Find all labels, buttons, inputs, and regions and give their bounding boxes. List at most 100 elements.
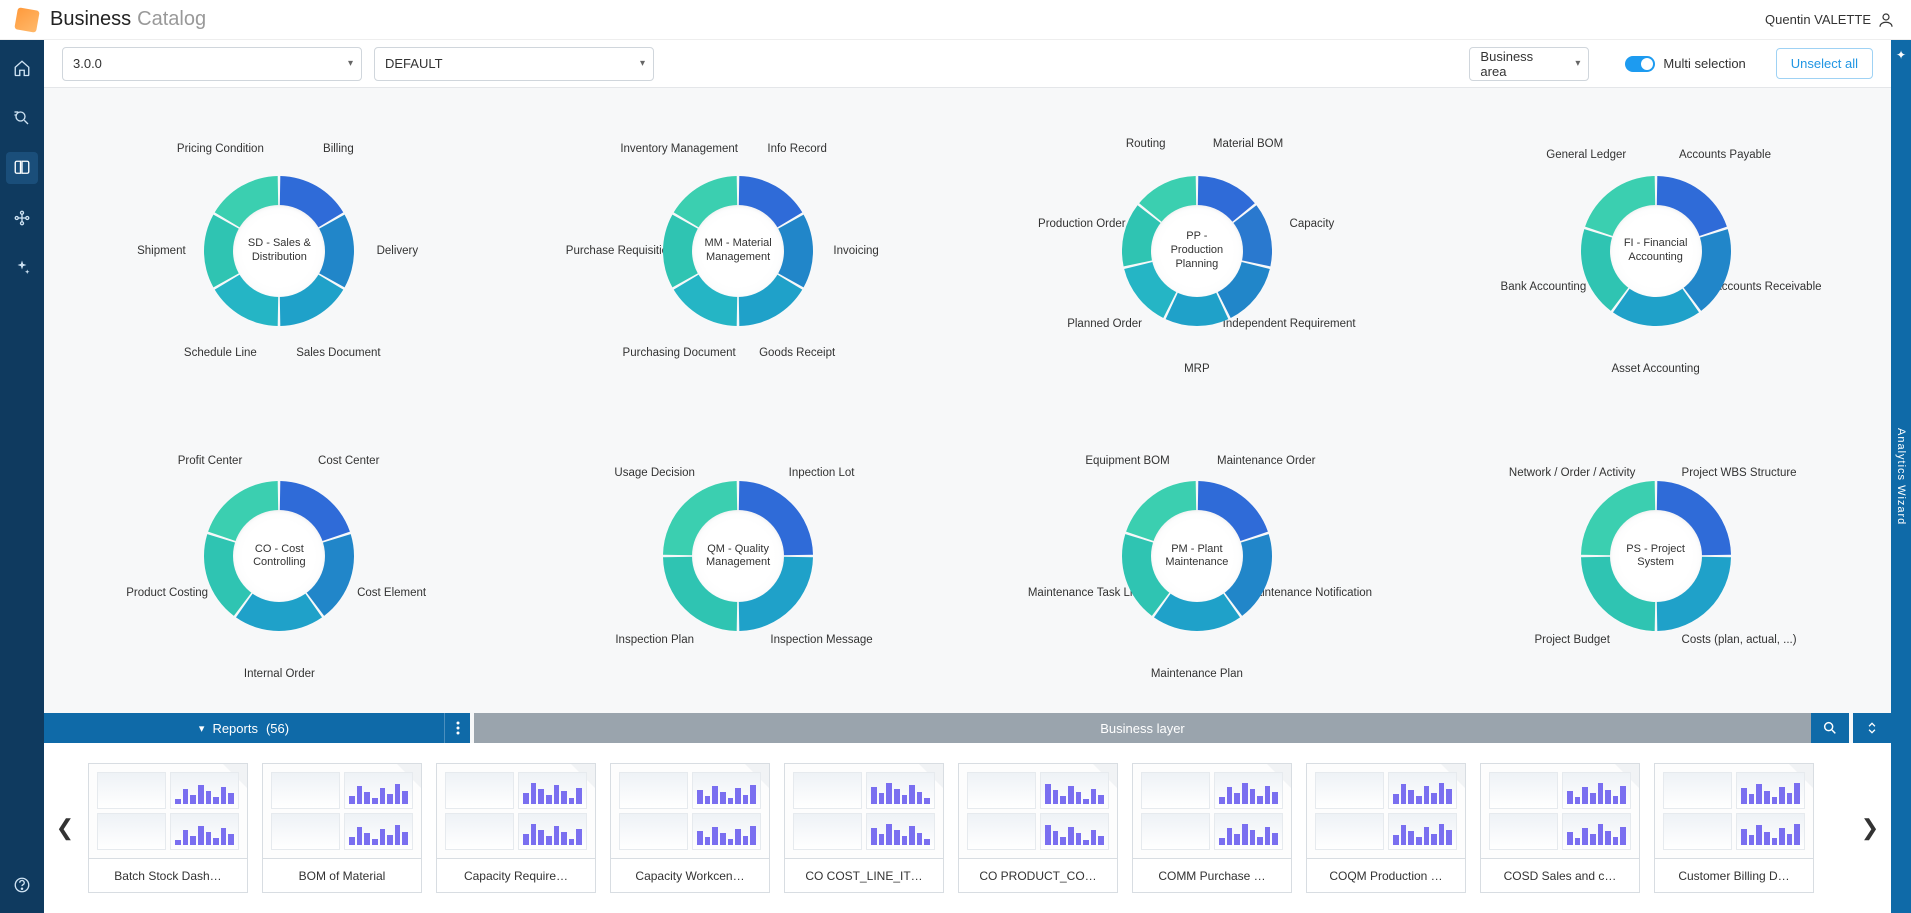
segment-label: Project Budget bbox=[1534, 634, 1609, 646]
title-catalog: Catalog bbox=[137, 8, 206, 31]
module-grid: BillingDeliverySales DocumentSchedule Li… bbox=[44, 88, 1891, 713]
nav-graph-icon[interactable] bbox=[6, 202, 38, 234]
module-pp: Material BOMCapacityIndependent Requirem… bbox=[968, 98, 1427, 404]
chevron-down-icon: ▾ bbox=[348, 58, 353, 69]
segment-label: Inpection Lot bbox=[789, 467, 855, 479]
default-value: DEFAULT bbox=[385, 56, 443, 71]
report-title: CO PRODUCT_CO… bbox=[958, 859, 1118, 893]
report-title: BOM of Material bbox=[262, 859, 422, 893]
reports-strip: ❮ Batch Stock Dash… BOM of Material Capaci… bbox=[44, 743, 1891, 913]
segment-label: Inspection Plan bbox=[615, 634, 694, 646]
nav-search-icon[interactable] bbox=[6, 102, 38, 134]
module-center-label: PP - Production Planning bbox=[1151, 205, 1243, 297]
report-card[interactable]: CO PRODUCT_CO… bbox=[958, 763, 1118, 893]
report-thumbnail bbox=[958, 763, 1118, 859]
report-thumbnail bbox=[1654, 763, 1814, 859]
module-pm: Maintenance OrderMaintenance Notificatio… bbox=[968, 404, 1427, 710]
nav-help-icon[interactable] bbox=[6, 869, 38, 901]
user-name: Quentin VALETTE bbox=[1765, 12, 1871, 27]
report-card[interactable]: COQM Production … bbox=[1306, 763, 1466, 893]
segment-label: Profit Center bbox=[178, 455, 243, 467]
unselect-all-button[interactable]: Unselect all bbox=[1776, 48, 1873, 79]
segment-label: Pricing Condition bbox=[177, 143, 264, 155]
segment-label: Asset Accounting bbox=[1612, 363, 1700, 375]
module-center-label: QM - Quality Management bbox=[692, 510, 784, 602]
report-card[interactable]: Customer Billing D… bbox=[1654, 763, 1814, 893]
report-title: CO COST_LINE_IT… bbox=[784, 859, 944, 893]
report-title: COSD Sales and c… bbox=[1480, 859, 1640, 893]
toggle-switch[interactable] bbox=[1625, 56, 1655, 72]
segment-label: Equipment BOM bbox=[1085, 455, 1169, 467]
segment-label: Accounts Payable bbox=[1679, 149, 1771, 161]
chevron-down-icon: ▾ bbox=[640, 58, 645, 69]
segment-label: Cost Element bbox=[357, 587, 426, 599]
area-value: Business area bbox=[1480, 49, 1560, 79]
module-center-label: MM - Material Management bbox=[692, 205, 784, 297]
report-thumbnail bbox=[436, 763, 596, 859]
default-select[interactable]: DEFAULT ▾ bbox=[374, 47, 654, 81]
version-select[interactable]: 3.0.0 ▾ bbox=[62, 47, 362, 81]
nav-sparkle-icon[interactable] bbox=[6, 252, 38, 284]
segment-label: Material BOM bbox=[1213, 138, 1283, 150]
segment-label: Internal Order bbox=[244, 668, 315, 680]
tab-layer-label: Business layer bbox=[1100, 721, 1185, 736]
report-card[interactable]: BOM of Material bbox=[262, 763, 422, 893]
segment-label: Purchase Requisition bbox=[566, 245, 675, 257]
rightrail-label: Analytics Wizard bbox=[1895, 428, 1907, 525]
app-logo bbox=[14, 7, 39, 32]
tab-business-layer[interactable]: Business layer bbox=[474, 713, 1811, 743]
analytics-wizard-rail[interactable]: ✦ Analytics Wizard bbox=[1891, 40, 1911, 913]
report-card[interactable]: COSD Sales and c… bbox=[1480, 763, 1640, 893]
report-thumbnail bbox=[610, 763, 770, 859]
segment-label: Invoicing bbox=[833, 245, 878, 257]
segment-label: Billing bbox=[323, 143, 354, 155]
report-card[interactable]: CO COST_LINE_IT… bbox=[784, 763, 944, 893]
user-icon[interactable] bbox=[1877, 11, 1895, 29]
reports-search-button[interactable] bbox=[1811, 713, 1849, 743]
report-card[interactable]: Batch Stock Dash… bbox=[88, 763, 248, 893]
business-area-select[interactable]: Business area ▾ bbox=[1469, 47, 1589, 81]
report-title: COMM Purchase … bbox=[1132, 859, 1292, 893]
multi-selection-toggle[interactable]: Multi selection bbox=[1625, 56, 1745, 72]
nav-catalog-icon[interactable] bbox=[6, 152, 38, 184]
bottom-tabs: ▾ Reports (56) Business layer bbox=[44, 713, 1891, 743]
tab-reports[interactable]: ▾ Reports (56) bbox=[44, 713, 444, 743]
segment-label: Project WBS Structure bbox=[1682, 467, 1797, 479]
segment-label: Costs (plan, actual, ...) bbox=[1682, 634, 1797, 646]
segment-label: Capacity bbox=[1290, 218, 1335, 230]
segment-label: Usage Decision bbox=[614, 467, 695, 479]
module-center-label: PM - Plant Maintenance bbox=[1151, 510, 1243, 602]
module-mm: Info RecordInvoicingGoods ReceiptPurchas… bbox=[509, 98, 968, 404]
report-card[interactable]: Capacity Require… bbox=[436, 763, 596, 893]
sparkle-icon: ✦ bbox=[1894, 48, 1908, 63]
chevron-down-icon: ▾ bbox=[199, 722, 205, 735]
report-card[interactable]: Capacity Workcen… bbox=[610, 763, 770, 893]
segment-label: Goods Receipt bbox=[759, 347, 835, 359]
module-co: Cost CenterCost ElementInternal OrderPro… bbox=[50, 404, 509, 710]
toolbar: 3.0.0 ▾ DEFAULT ▾ Business area ▾ Multi … bbox=[44, 40, 1891, 88]
tab-reports-label: Reports bbox=[212, 721, 258, 736]
module-center-label: PS - Project System bbox=[1610, 510, 1702, 602]
report-card[interactable]: COMM Purchase … bbox=[1132, 763, 1292, 893]
segment-label: Schedule Line bbox=[184, 347, 257, 359]
version-value: 3.0.0 bbox=[73, 56, 102, 71]
nav-home-icon[interactable] bbox=[6, 52, 38, 84]
report-thumbnail bbox=[1480, 763, 1640, 859]
segment-label: Production Order bbox=[1038, 218, 1126, 230]
segment-label: Routing bbox=[1126, 138, 1166, 150]
segment-label: Network / Order / Activity bbox=[1509, 467, 1636, 479]
reports-next-arrow[interactable]: ❯ bbox=[1855, 815, 1885, 841]
segment-label: Delivery bbox=[377, 245, 419, 257]
reports-prev-arrow[interactable]: ❮ bbox=[50, 815, 80, 841]
module-qm: Inpection LotInspection MessageInspectio… bbox=[509, 404, 968, 710]
segment-label: Product Costing bbox=[126, 587, 208, 599]
report-thumbnail bbox=[262, 763, 422, 859]
module-ps: Project WBS Structure Costs (plan, actual… bbox=[1426, 404, 1885, 710]
title-business: Business bbox=[50, 8, 131, 31]
tab-reports-menu[interactable] bbox=[444, 713, 470, 743]
report-title: Batch Stock Dash… bbox=[88, 859, 248, 893]
reports-expand-button[interactable] bbox=[1853, 713, 1891, 743]
top-bar: Business Catalog Quentin VALETTE bbox=[0, 0, 1911, 40]
main-area: 3.0.0 ▾ DEFAULT ▾ Business area ▾ Multi … bbox=[44, 40, 1891, 913]
report-thumbnail bbox=[1132, 763, 1292, 859]
